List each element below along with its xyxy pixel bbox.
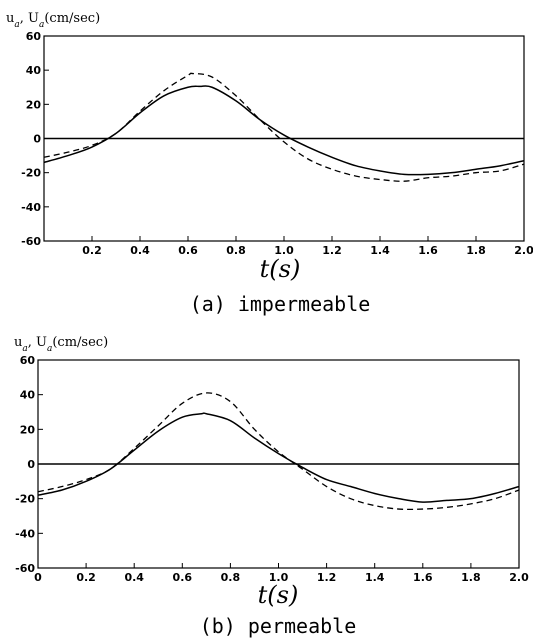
x-tick-label: 0.8 xyxy=(226,244,246,257)
x-tick-label: 1.6 xyxy=(418,244,438,257)
y-tick-label: -20 xyxy=(21,167,41,180)
y-axis-label: ua, Ua(cm/sec) xyxy=(14,335,108,354)
x-tick-label: 0.2 xyxy=(82,244,102,257)
x-tick-label: 0.6 xyxy=(173,571,193,584)
x-tick-label: 2.0 xyxy=(514,244,533,257)
x-axis-label: t(s) xyxy=(260,255,301,283)
y-tick-label: -60 xyxy=(21,235,41,248)
y-ticks: -60 -40 -20 0 20 40 60 xyxy=(21,30,49,248)
x-ticks: 0 0.2 0.4 0.6 0.8 1.0 1.2 1.4 1.6 1.8 2.0 xyxy=(34,563,529,584)
x-tick-label: 0 xyxy=(34,571,42,584)
x-tick-label: 1.2 xyxy=(322,244,342,257)
y-tick-label: -40 xyxy=(21,201,41,214)
y-tick-label: 40 xyxy=(20,389,36,402)
caption: (a) impermeable xyxy=(190,292,371,316)
x-tick-label: 1.8 xyxy=(466,244,486,257)
y-tick-label: 20 xyxy=(20,423,36,436)
y-axis-label: ua, Ua(cm/sec) xyxy=(6,11,100,30)
x-tick-label: 0.2 xyxy=(76,571,96,584)
y-tick-label: 60 xyxy=(26,30,42,43)
x-tick-label: 0.8 xyxy=(221,571,241,584)
y-tick-label: 60 xyxy=(20,354,36,367)
x-tick-label: 0.4 xyxy=(130,244,150,257)
x-tick-label: 1.6 xyxy=(413,571,433,584)
series-dashed-line xyxy=(37,392,520,511)
series-solid-line xyxy=(43,85,525,176)
x-axis-label: t(s) xyxy=(258,581,299,609)
x-tick-label: 2.0 xyxy=(509,571,529,584)
series-dashed-line xyxy=(43,72,525,182)
x-tick-label: 1.2 xyxy=(317,571,337,584)
x-tick-label: 1.0 xyxy=(269,571,289,584)
y-tick-label: -40 xyxy=(15,527,35,540)
series-solid-line xyxy=(37,412,520,503)
x-tick-label: 0.6 xyxy=(178,244,198,257)
y-tick-label: 0 xyxy=(33,133,41,146)
y-tick-label: -20 xyxy=(15,493,35,506)
y-ticks: -60 -40 -20 0 20 40 60 xyxy=(15,354,43,575)
x-ticks: 0.2 0.4 0.6 0.8 1.0 1.2 1.4 1.6 1.8 2.0 xyxy=(82,236,533,257)
x-tick-label: 0.4 xyxy=(124,571,144,584)
x-tick-label: 1.4 xyxy=(365,571,385,584)
y-tick-label: 0 xyxy=(27,458,35,471)
y-tick-label: -60 xyxy=(15,562,35,575)
y-tick-label: 40 xyxy=(26,64,42,77)
y-tick-label: 20 xyxy=(26,98,42,111)
caption: (b) permeable xyxy=(200,614,357,638)
x-tick-label: 1.4 xyxy=(370,244,390,257)
x-tick-label: 1.8 xyxy=(461,571,481,584)
x-tick-label: 1.0 xyxy=(274,244,294,257)
